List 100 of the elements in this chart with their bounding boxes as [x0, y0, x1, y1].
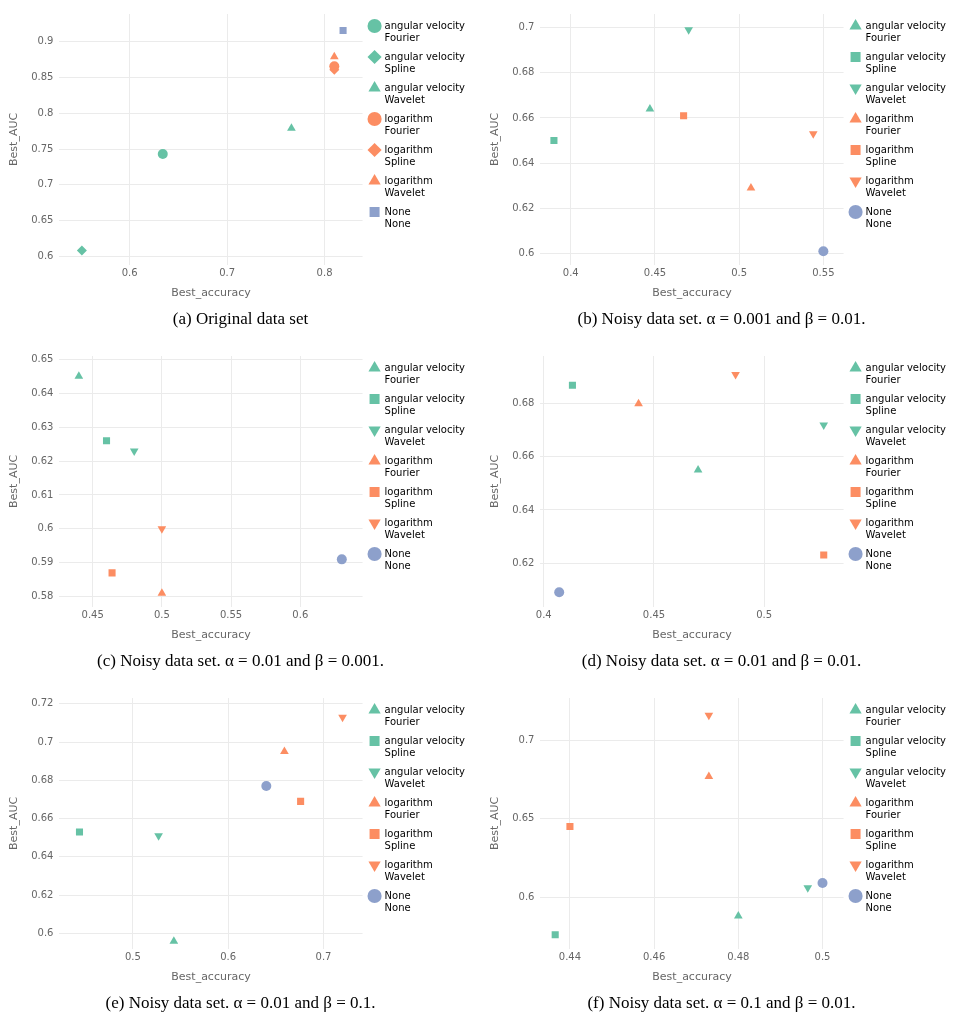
point — [339, 26, 347, 34]
legend-label: logarithm Fourier — [865, 796, 914, 820]
legend-label: logarithm Spline — [865, 143, 914, 167]
legend-label: angular velocity Wavelet — [384, 765, 466, 789]
y-tick-label: 0.62 — [31, 454, 54, 466]
legend-label: angular velocity Spline — [384, 734, 466, 758]
x-tick-label: 0.5 — [153, 609, 170, 621]
x-tick-label: 0.7 — [219, 267, 236, 279]
y-tick-label: 0.65 — [512, 812, 535, 824]
point — [746, 182, 756, 191]
y-tick-label: 0.6 — [37, 927, 54, 939]
y-tick-label: 0.66 — [512, 450, 535, 462]
point — [102, 437, 111, 445]
legend-label: None None — [865, 205, 892, 229]
legend-label: logarithm Spline — [384, 827, 433, 851]
y-tick-label: 0.6 — [518, 247, 535, 259]
y-tick-label: 0.7 — [518, 733, 535, 745]
legend-label: logarithm Wavelet — [865, 516, 914, 540]
text: (c) Noisy data set. α = 0.01 and β = 0.001. — [96, 650, 385, 672]
point — [803, 885, 813, 893]
y-tick-label: 0.66 — [31, 812, 54, 824]
legend-label: angular velocity Fourier — [384, 361, 466, 385]
point — [680, 112, 688, 120]
legend-label: None None — [865, 547, 892, 571]
legend-label: angular velocity Wavelet — [865, 765, 947, 789]
legend-label: angular velocity Spline — [865, 392, 947, 416]
legend-label: angular velocity Fourier — [384, 703, 466, 727]
x-axis-title: Best_accuracy — [171, 628, 252, 642]
x-tick-label: 0.4 — [535, 609, 552, 621]
legend-label: logarithm Fourier — [384, 112, 433, 136]
x-tick-label: 0.5 — [814, 951, 831, 963]
y-tick-label: 0.64 — [31, 850, 54, 862]
legend-label: angular velocity Wavelet — [865, 423, 947, 447]
text: (d) Noisy data set. α = 0.01 and β = 0.01. — [580, 650, 863, 672]
x-tick-label: 0.6 — [121, 267, 138, 279]
point — [76, 245, 87, 256]
y-tick-label: 0.6 — [518, 890, 535, 902]
point — [568, 381, 576, 389]
x-tick-label: 0.48 — [727, 951, 750, 963]
y-tick-label: 0.65 — [31, 352, 54, 364]
point — [74, 371, 84, 379]
y-axis-title: Best_AUC — [488, 454, 502, 508]
legend-label: logarithm Wavelet — [384, 516, 433, 540]
legend-label: angular velocity Spline — [865, 50, 947, 74]
point — [550, 136, 558, 145]
x-tick-label: 0.45 — [643, 267, 667, 279]
legend-label: None None — [865, 889, 892, 913]
x-tick-label: 0.55 — [812, 267, 835, 279]
y-axis-title: Best_AUC — [488, 796, 502, 850]
x-tick-label: 0.45 — [642, 609, 666, 621]
x-axis-title: Best_accuracy — [652, 286, 733, 300]
y-tick-label: 0.72 — [31, 697, 54, 709]
legend-label: logarithm Fourier — [865, 454, 914, 478]
legend-label: logarithm Wavelet — [384, 858, 433, 882]
y-tick-label: 0.6 — [37, 522, 54, 534]
legend-label: angular velocity Wavelet — [865, 81, 947, 105]
legend-label: angular velocity Fourier — [865, 703, 947, 727]
point — [169, 936, 179, 944]
point — [551, 931, 559, 939]
point — [280, 746, 289, 755]
legend-label: angular velocity Fourier — [865, 19, 947, 43]
legend-label: angular velocity Wavelet — [384, 81, 466, 105]
legend-label: angular velocity Wavelet — [384, 423, 466, 447]
point — [684, 27, 693, 35]
point — [734, 910, 743, 919]
y-tick-label: 0.58 — [31, 590, 54, 602]
point — [566, 823, 574, 831]
point — [108, 569, 116, 577]
legend-label: angular velocity Spline — [384, 392, 466, 416]
point — [154, 833, 163, 841]
legend-label: None None — [384, 889, 411, 913]
y-tick-label: 0.7 — [37, 178, 54, 190]
legend-label: logarithm Fourier — [384, 454, 433, 478]
y-tick-label: 0.7 — [518, 21, 535, 33]
point — [704, 712, 714, 721]
x-tick-label: 0.46 — [643, 951, 666, 963]
y-tick-label: 0.85 — [31, 71, 54, 83]
x-tick-label: 0.5 — [731, 267, 748, 279]
legend-label: logarithm Spline — [384, 485, 433, 509]
y-axis-title: Best_AUC — [7, 796, 21, 850]
y-tick-label: 0.62 — [512, 201, 535, 213]
point — [157, 526, 167, 534]
x-tick-label: 0.5 — [124, 951, 141, 963]
y-tick-label: 0.7 — [37, 735, 54, 747]
point — [297, 797, 305, 805]
point — [554, 587, 565, 598]
x-tick-label: 0.7 — [315, 951, 332, 963]
legend-label: logarithm Wavelet — [384, 174, 433, 198]
y-tick-label: 0.61 — [31, 488, 54, 500]
point — [808, 131, 818, 139]
x-tick-label: 0.6 — [220, 951, 237, 963]
legend-label: logarithm Wavelet — [865, 174, 914, 198]
point — [157, 149, 168, 160]
point — [261, 781, 272, 792]
y-tick-label: 0.65 — [31, 214, 54, 226]
legend-label: angular velocity Spline — [865, 734, 947, 758]
legend-label: None None — [384, 205, 411, 229]
y-tick-label: 0.8 — [37, 106, 54, 118]
x-tick-label: 0.4 — [562, 267, 579, 279]
legend-label: logarithm Spline — [384, 143, 433, 167]
